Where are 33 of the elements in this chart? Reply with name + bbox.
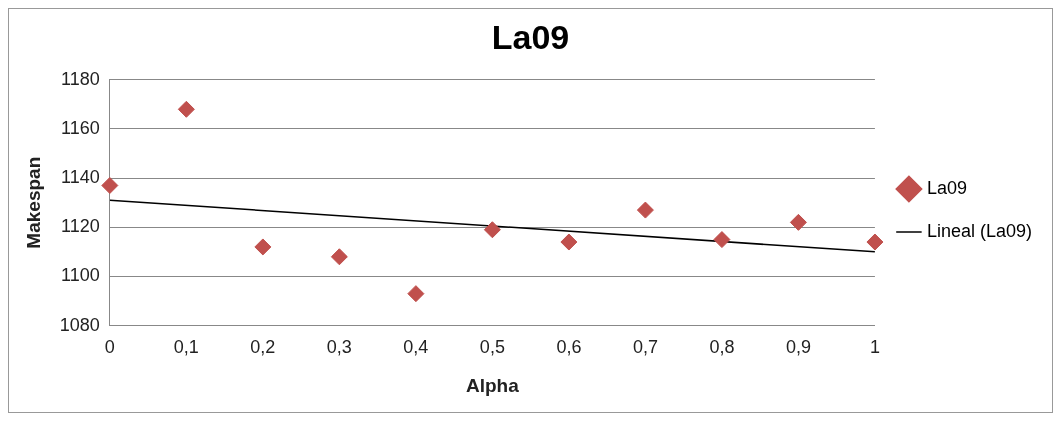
point <box>636 201 654 219</box>
x-tick-label: 1 <box>869 337 880 358</box>
x-tick-label: 0,9 <box>785 337 811 358</box>
point <box>330 248 348 266</box>
point <box>101 176 119 194</box>
x-tick-label: 0,3 <box>326 337 352 358</box>
point <box>866 233 884 251</box>
chart-title: La09 <box>491 17 570 56</box>
point <box>713 231 731 249</box>
x-tick-label: 0,1 <box>173 337 199 358</box>
point <box>789 213 807 231</box>
point <box>254 238 272 256</box>
x-tick-label: 0 <box>104 337 115 358</box>
y-tick-label: 1120 <box>61 216 100 237</box>
point <box>560 233 578 251</box>
x-tick-label: 0,4 <box>403 337 429 358</box>
y-axis-title: Makespan <box>22 156 44 249</box>
point <box>177 100 195 118</box>
x-tick-label: 0,7 <box>632 337 658 358</box>
x-axis-title: Alpha <box>465 374 520 396</box>
y-tick-label: 1100 <box>61 265 100 286</box>
y-tick-label: 1140 <box>61 167 100 188</box>
legend-label: Lineal (La09) <box>926 220 1032 241</box>
point <box>483 221 501 239</box>
y-tick-label: 1160 <box>61 117 100 138</box>
x-tick-label: 0,2 <box>250 337 276 358</box>
y-tick-label: 1080 <box>59 314 100 335</box>
y-tick-label: 1180 <box>61 68 100 89</box>
legend-label: La09 <box>926 177 967 198</box>
point <box>407 285 425 303</box>
x-tick-label: 0,8 <box>709 337 735 358</box>
x-tick-label: 0,6 <box>556 337 582 358</box>
x-tick-label: 0,5 <box>479 337 505 358</box>
